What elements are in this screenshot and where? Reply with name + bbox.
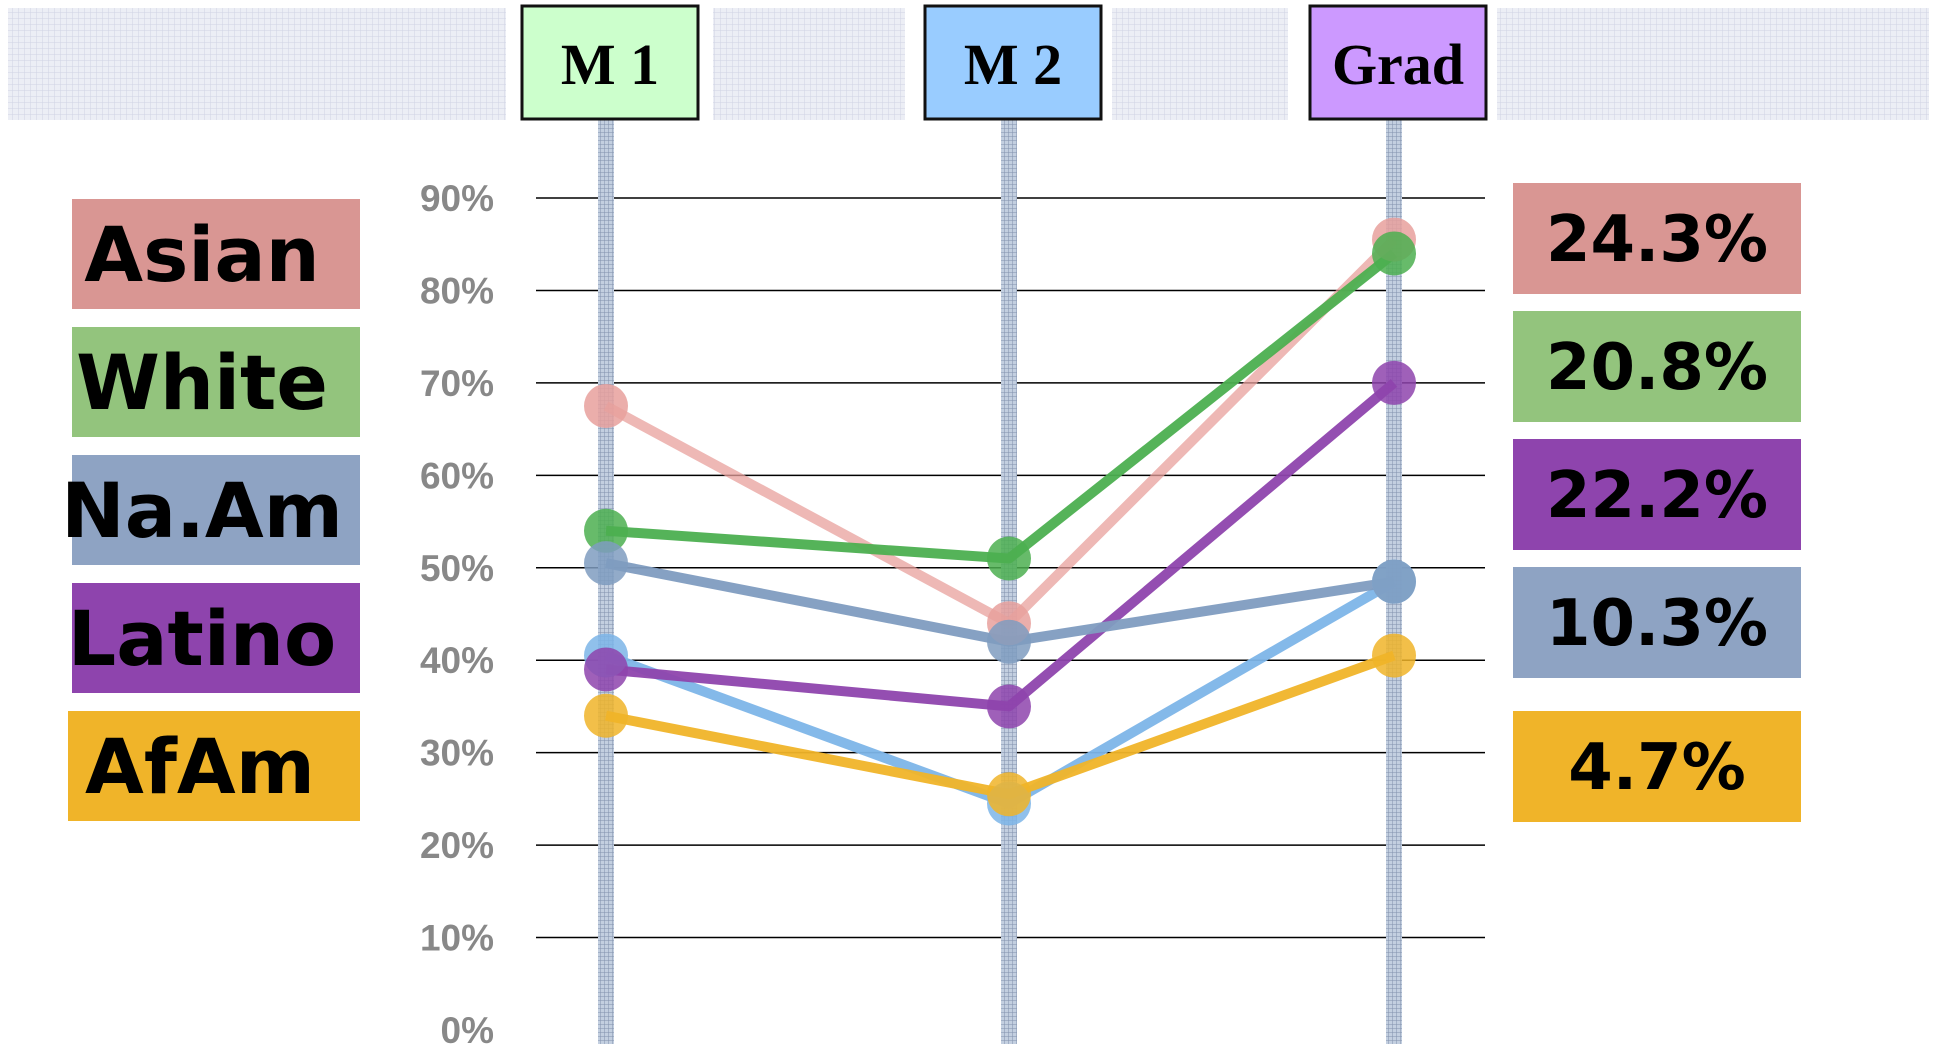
value-label: 24.3% bbox=[1546, 203, 1768, 277]
series-point bbox=[584, 647, 628, 692]
header-band-segment bbox=[1497, 8, 1929, 120]
legend-swatch bbox=[72, 455, 360, 565]
value-label-box bbox=[1513, 183, 1801, 294]
value-label-box bbox=[1513, 439, 1801, 550]
stage-header-box bbox=[1308, 4, 1488, 121]
series-point bbox=[987, 772, 1031, 817]
legend-label: Asian bbox=[84, 210, 320, 299]
y-tick-label: 30% bbox=[420, 733, 494, 774]
header-band bbox=[8, 8, 1929, 120]
stage-header-label: M 1 bbox=[561, 32, 659, 97]
series-point bbox=[584, 384, 628, 428]
value-label-box bbox=[1513, 567, 1801, 678]
legend-swatch bbox=[72, 327, 360, 437]
header-band-segment bbox=[713, 8, 905, 120]
legend-label: Latino bbox=[68, 594, 336, 683]
series-point bbox=[1372, 633, 1416, 678]
stage-headers: M 1 M 2 Grad bbox=[520, 4, 1488, 121]
stage-header-label: Grad bbox=[1332, 32, 1464, 97]
series-point bbox=[584, 508, 628, 553]
y-tick-label: 80% bbox=[420, 270, 494, 311]
stage-header-box bbox=[520, 4, 700, 121]
legend-swatch bbox=[72, 199, 360, 309]
y-tick-label: 90% bbox=[420, 178, 494, 219]
value-label: 22.2% bbox=[1546, 459, 1768, 533]
series-point bbox=[987, 684, 1031, 729]
y-tick-label: 20% bbox=[420, 825, 494, 866]
legend-label: AfAm bbox=[85, 722, 315, 811]
y-tick-label: 40% bbox=[420, 640, 494, 681]
legend-swatch bbox=[68, 711, 360, 821]
series-line bbox=[605, 249, 1398, 564]
series-point bbox=[1372, 559, 1416, 604]
header-band-segment bbox=[1112, 8, 1288, 120]
stage-header-box bbox=[923, 4, 1103, 121]
series-point bbox=[584, 693, 628, 738]
series-point bbox=[1372, 360, 1416, 405]
series-point bbox=[987, 619, 1031, 664]
value-label: 10.3% bbox=[1546, 587, 1768, 661]
y-tick-label: 70% bbox=[420, 363, 494, 404]
series-points bbox=[584, 217, 1416, 826]
value-labels: 24.3% 20.8% 22.2% 10.3% 4.7% bbox=[1513, 183, 1801, 822]
stage-header-label: M 2 bbox=[964, 32, 1062, 97]
y-tick-label: 0% bbox=[441, 1010, 494, 1044]
y-tick-label: 60% bbox=[420, 455, 494, 496]
series-point bbox=[987, 536, 1031, 581]
stage-pole bbox=[1001, 120, 1017, 1044]
legend-label: Na.Am bbox=[61, 466, 343, 555]
legend-swatch bbox=[72, 583, 360, 693]
y-tick-label: 50% bbox=[420, 548, 494, 589]
value-label-box bbox=[1513, 311, 1801, 422]
y-tick-label: 10% bbox=[420, 918, 494, 959]
value-label: 20.8% bbox=[1546, 331, 1768, 405]
legend-label: White bbox=[76, 338, 328, 427]
value-label: 4.7% bbox=[1568, 731, 1746, 805]
legend: Asian White Na.Am Latino AfAm bbox=[61, 199, 360, 821]
y-axis-ticks: 0% 10% 20% 30% 40% 50% 60% 70% 80% 90% bbox=[420, 178, 494, 1044]
header-band-segment bbox=[8, 8, 506, 120]
series-point bbox=[1372, 231, 1416, 276]
series-point bbox=[584, 541, 628, 586]
value-label-box bbox=[1513, 711, 1801, 822]
